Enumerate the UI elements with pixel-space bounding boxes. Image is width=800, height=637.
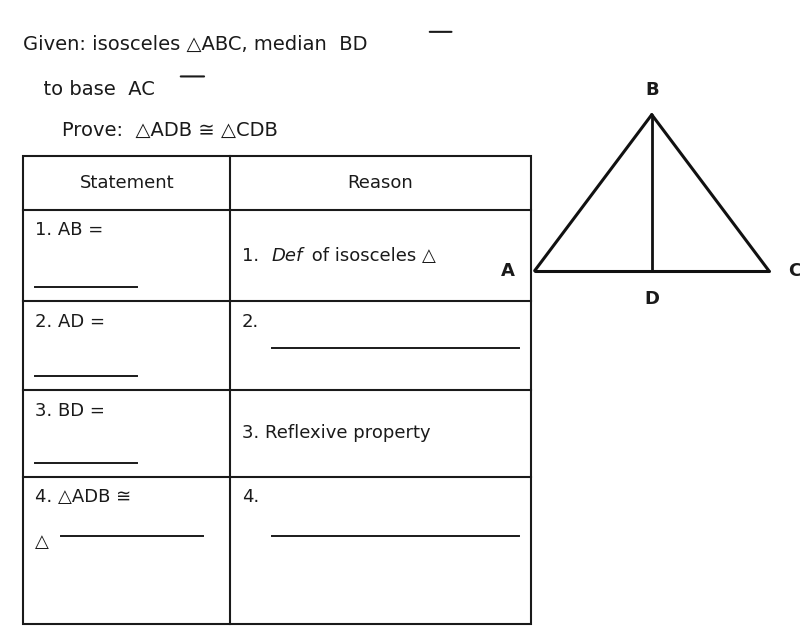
Text: 4.: 4. <box>242 488 259 506</box>
Text: Prove:  △ADB ≅ △CDB: Prove: △ADB ≅ △CDB <box>62 121 278 140</box>
Text: D: D <box>644 290 659 308</box>
Text: Statement: Statement <box>79 174 174 192</box>
Text: 2.: 2. <box>242 313 259 331</box>
Text: 3. BD =: 3. BD = <box>35 402 105 420</box>
Text: 1. AB =: 1. AB = <box>35 222 103 240</box>
Text: 2. AD =: 2. AD = <box>35 313 105 331</box>
Text: Given: isosceles △ABC, median  BD: Given: isosceles △ABC, median BD <box>23 35 368 54</box>
Text: B: B <box>645 81 658 99</box>
Text: C: C <box>788 262 800 280</box>
Text: △: △ <box>35 533 49 551</box>
Text: Reason: Reason <box>348 174 414 192</box>
Text: 1.: 1. <box>242 247 265 264</box>
Text: 3. Reflexive property: 3. Reflexive property <box>242 424 430 443</box>
Bar <box>23 156 530 624</box>
Text: of isosceles △: of isosceles △ <box>306 247 436 264</box>
Text: Def: Def <box>272 247 303 264</box>
Text: A: A <box>502 262 515 280</box>
Text: 4. △ADB ≅: 4. △ADB ≅ <box>35 488 131 506</box>
Text: to base  AC: to base AC <box>31 80 155 99</box>
